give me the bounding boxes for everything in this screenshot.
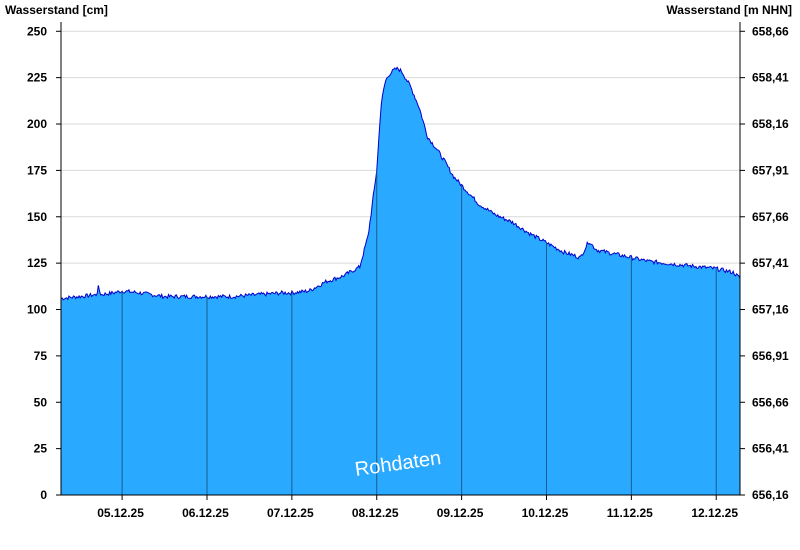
y-left-tick-label: 250 xyxy=(27,24,47,38)
x-tick-label: 11.12.25 xyxy=(607,506,653,520)
y-right-tick-label: 657,16 xyxy=(752,303,789,317)
x-tick-label: 10.12.25 xyxy=(522,506,569,520)
y-right-tick-label: 657,66 xyxy=(752,210,789,224)
y-left-tick-label: 50 xyxy=(34,395,48,409)
y-right-tick-label: 657,91 xyxy=(752,163,789,177)
x-axis-ticks: 05.12.25 06.12.25 07.12.25 08.12.25 09.12.25… xyxy=(97,495,738,520)
water-level-area xyxy=(61,67,740,496)
y-right-tick-label: 657,41 xyxy=(752,256,789,270)
y-right-tick-label: 658,66 xyxy=(752,24,789,38)
y-axis-left-label: Wasserstand [cm] xyxy=(5,3,108,17)
y-left-tick-label: 100 xyxy=(27,303,47,317)
y-right-tick-label: 658,41 xyxy=(752,71,789,85)
y-axis-right-ticks: 656,16 656,41 656,66 656,91 657,16 657,41 657,… xyxy=(740,24,789,502)
x-tick-label: 09.12.25 xyxy=(437,506,484,520)
y-axis-right-label: Wasserstand [m NHN] xyxy=(666,3,792,17)
y-left-tick-label: 25 xyxy=(34,442,48,456)
water-level-line xyxy=(60,66,741,301)
x-tick-label: 06.12.25 xyxy=(182,506,229,520)
y-right-tick-label: 656,66 xyxy=(752,395,789,409)
y-axis-left-ticks: 0 25 50 75 100 125 150 175 200 225 250 xyxy=(27,24,61,502)
x-tick-label: 07.12.25 xyxy=(267,506,314,520)
y-left-tick-label: 125 xyxy=(27,256,47,270)
y-left-tick-label: 175 xyxy=(27,163,47,177)
x-tick-label: 12.12.25 xyxy=(691,506,738,520)
y-right-tick-label: 658,16 xyxy=(752,117,789,131)
y-left-tick-label: 150 xyxy=(27,210,47,224)
y-left-tick-label: 225 xyxy=(27,71,47,85)
y-left-tick-label: 0 xyxy=(40,488,47,502)
y-right-tick-label: 656,16 xyxy=(752,488,789,502)
y-left-tick-label: 75 xyxy=(34,349,48,363)
y-left-tick-label: 200 xyxy=(27,117,47,131)
day-dividers xyxy=(121,170,717,495)
axes xyxy=(60,22,741,496)
x-tick-label: 05.12.25 xyxy=(97,506,144,520)
y-right-tick-label: 656,41 xyxy=(752,442,789,456)
y-right-tick-label: 656,91 xyxy=(752,349,789,363)
x-tick-label: 08.12.25 xyxy=(352,506,399,520)
